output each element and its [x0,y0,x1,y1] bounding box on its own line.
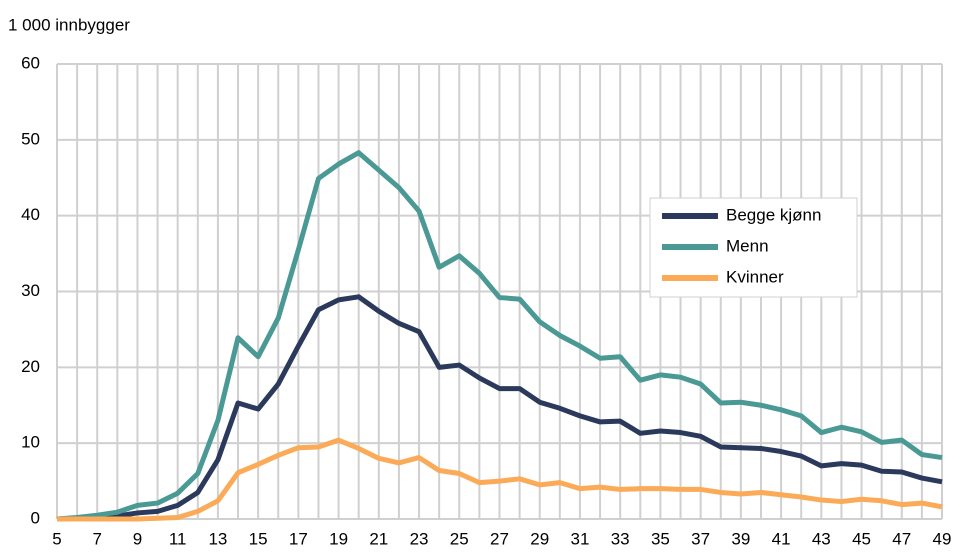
y-tick-label: 10 [21,433,40,452]
x-tick-label: 35 [651,529,670,548]
x-tick-label: 29 [530,529,549,548]
x-tick-label: 43 [812,529,831,548]
x-tick-label: 45 [852,529,871,548]
y-tick-label: 50 [21,129,40,148]
y-tick-label: 20 [21,357,40,376]
x-tick-label: 25 [450,529,469,548]
x-tick-label: 49 [933,529,952,548]
x-tick-label: 11 [169,529,187,548]
x-tick-label: 7 [92,529,101,548]
x-tick-label: 23 [410,529,429,548]
y-tick-label: 30 [21,281,40,300]
x-tick-label: 9 [133,529,142,548]
x-tick-label: 39 [731,529,750,548]
line [57,437,943,522]
x-tick-label: 47 [892,529,911,548]
x-tick-label: 27 [490,529,509,548]
x-tick-label: 41 [772,529,791,548]
y-axis-label: 1 000 innbygger [8,15,130,34]
x-tick-label: 19 [329,529,348,548]
line [56,150,943,522]
x-tick-label: 21 [369,529,388,548]
legend-label: Menn [726,236,769,255]
legend-label: Begge kjønn [726,205,821,224]
y-tick-label: 0 [31,508,40,527]
x-tick-label: 37 [691,529,710,548]
y-tick-label: 40 [21,205,40,224]
y-tick-label: 60 [21,53,40,72]
x-tick-label: 17 [289,529,308,548]
line [56,294,943,522]
legend-label: Kvinner [726,267,784,286]
x-tick-label: 33 [611,529,630,548]
x-tick-label: 5 [52,529,61,548]
x-tick-label: 15 [249,529,268,548]
x-tick-label: 13 [208,529,227,548]
x-tick-label: 31 [570,529,589,548]
